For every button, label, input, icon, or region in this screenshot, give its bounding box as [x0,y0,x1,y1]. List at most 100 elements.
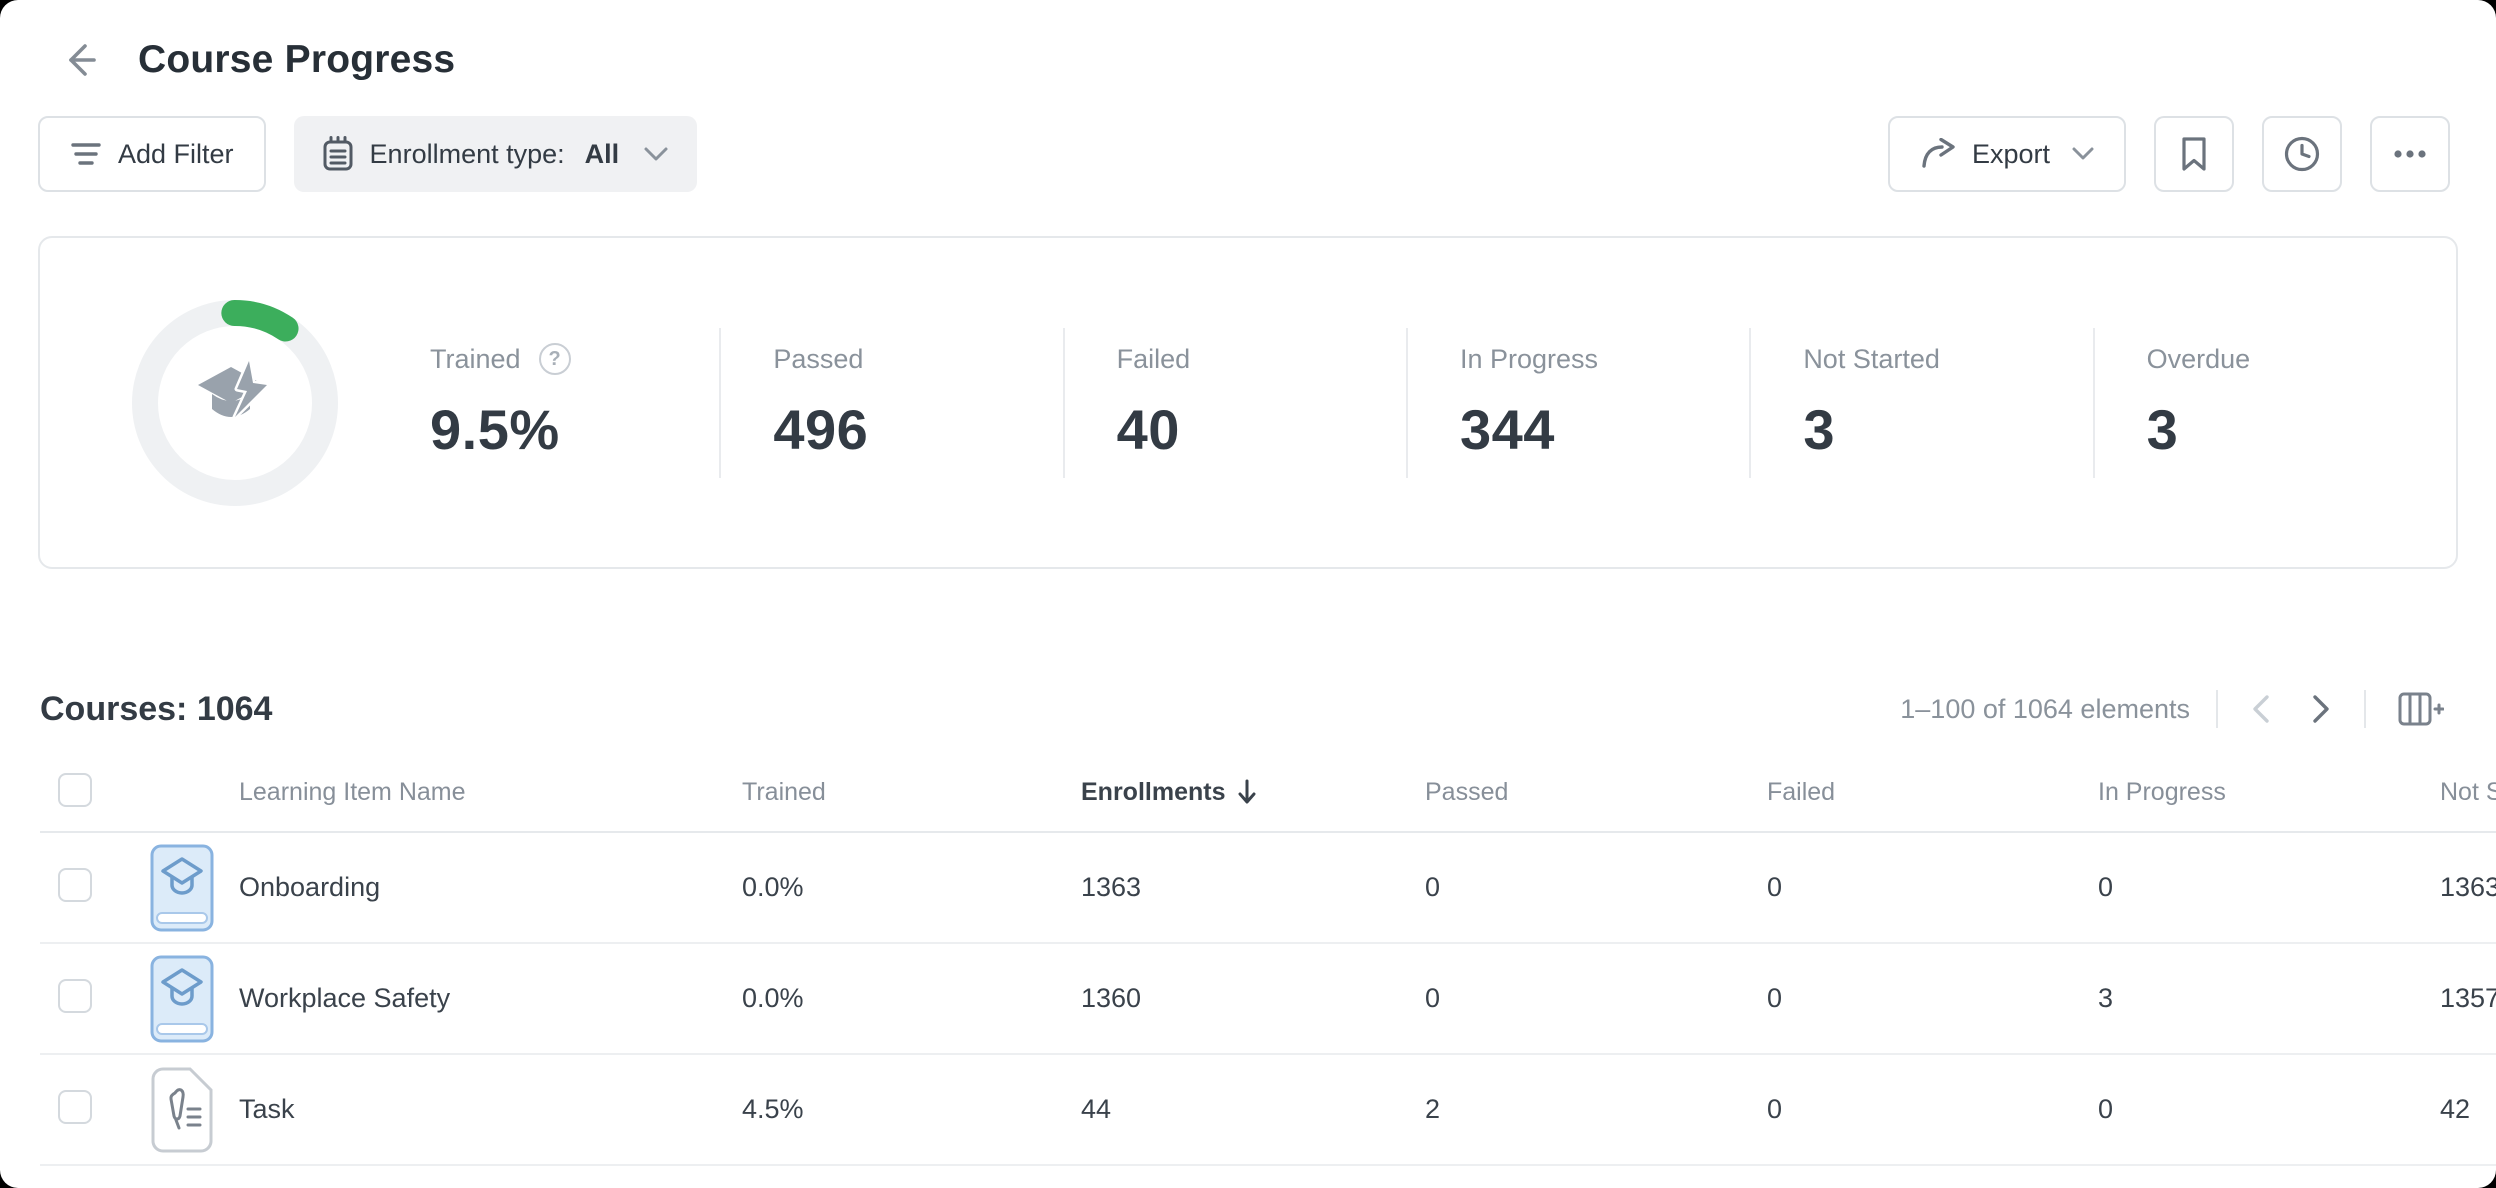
stat-not-started-value: 3 [1803,397,1835,461]
summary-card: Trained ? 9.5% Passed 496 Failed 40 In P… [38,236,2458,569]
chevron-down-icon [644,147,668,161]
cell-failed: 0 [1767,872,1783,902]
cell-enrollments: 1360 [1081,983,1142,1013]
column-header-enrollments-label: Enrollments [1081,777,1226,806]
cell-trained: 0.0% [742,872,804,902]
cell-not-started: 1363 [2440,872,2496,902]
more-actions-button[interactable] [2370,116,2450,192]
stat-trained-value: 9.5% [430,398,560,461]
table-header-row: Learning Item Name Trained Enrollments P… [40,753,2496,833]
pagination: 1–100 of 1064 elements [1900,686,2450,732]
trained-donut [40,299,430,506]
export-button[interactable]: Export [1887,116,2126,192]
cell-failed: 0 [1767,983,1783,1013]
sort-desc-icon [1238,779,1256,804]
stat-overdue: Overdue 3 [2092,327,2436,478]
add-filter-button[interactable]: Add Filter [38,116,266,192]
stat-in-progress-value: 344 [1459,397,1555,461]
column-header-passed[interactable]: Passed [1425,777,1509,806]
clock-icon [2284,136,2320,172]
cell-not-started: 42 [2440,1094,2471,1124]
summary-stats: Trained ? 9.5% Passed 496 Failed 40 In P… [430,238,2456,567]
stat-failed-label: Failed [1116,343,1191,374]
export-icon [1922,138,1955,168]
cell-passed: 0 [1425,983,1441,1013]
manage-columns-button[interactable] [2392,686,2450,732]
prev-page-button[interactable] [2244,687,2278,731]
divider [2364,690,2366,728]
stat-in-progress-label: In Progress [1459,343,1599,374]
toolbar-right-group: Export [1887,116,2450,192]
stat-overdue-label: Overdue [2146,343,2251,374]
stat-in-progress: In Progress 344 [1405,327,1749,478]
course-icon [150,844,214,931]
chevron-left-icon [2253,695,2269,723]
row-checkbox[interactable] [58,868,92,902]
page-header: Course Progress [0,0,2496,82]
table-row[interactable]: Workplace Safety 0.0% 1360 0 0 3 1357 [40,944,2496,1055]
cell-in-progress: 0 [2098,1094,2114,1124]
page-title: Course Progress [138,38,456,81]
courses-table: Learning Item Name Trained Enrollments P… [40,753,2496,1166]
cell-enrollments: 1363 [1081,872,1142,902]
schedule-button[interactable] [2262,116,2342,192]
column-header-enrollments[interactable]: Enrollments [1081,778,1425,807]
enrollment-type-label: Enrollment type: [369,138,565,169]
stat-failed: Failed 40 [1062,327,1406,478]
divider [2216,690,2218,728]
donut-chart [132,299,338,506]
bookmark-icon [2182,137,2206,171]
learning-item-name[interactable]: Workplace Safety [239,983,451,1013]
column-header-failed[interactable]: Failed [1767,777,1836,806]
filter-icon [71,143,101,165]
bookmark-button[interactable] [2154,116,2234,192]
course-icon [150,955,214,1042]
courses-count-title: Courses: 1064 [40,689,273,728]
cell-trained: 0.0% [742,983,804,1013]
column-header-in-progress[interactable]: In Progress [2098,777,2226,806]
chevron-right-icon [2313,695,2329,723]
column-header-not-started[interactable]: Not Started [2440,777,2496,806]
cell-not-started: 1357 [2440,983,2496,1013]
enrollment-type-filter-chip[interactable]: Enrollment type: All [293,116,698,192]
stat-not-started-label: Not Started [1803,343,1940,374]
stat-not-started: Not Started 3 [1749,327,2092,478]
cell-passed: 0 [1425,872,1441,902]
select-all-checkbox[interactable] [58,772,92,807]
stat-trained: Trained ? 9.5% [430,328,719,478]
row-checkbox[interactable] [58,1090,92,1124]
enrollment-type-value: All [584,138,620,169]
back-button[interactable] [58,38,102,82]
stat-passed-value: 496 [773,397,869,461]
help-icon[interactable]: ? [538,343,571,375]
column-header-name[interactable]: Learning Item Name [239,777,466,806]
cell-enrollments: 44 [1081,1094,1112,1124]
columns-plus-icon [2398,692,2444,726]
toolbar: Add Filter Enrollment type: All [38,116,2450,192]
enrollment-type-icon [323,136,353,171]
table-title-row: Courses: 1064 1–100 of 1064 elements [40,681,2450,737]
cell-in-progress: 3 [2098,983,2114,1013]
chevron-down-icon [2072,147,2094,160]
stat-failed-value: 40 [1116,397,1180,461]
pagination-range-text: 1–100 of 1064 elements [1900,693,2190,724]
stat-passed-label: Passed [773,343,864,374]
cell-trained: 4.5% [742,1094,804,1124]
task-icon [151,1067,213,1152]
add-filter-label: Add Filter [118,138,234,169]
learning-item-name[interactable]: Task [239,1094,295,1124]
table-row[interactable]: Task 4.5% 44 2 0 0 42 [40,1055,2496,1166]
export-label: Export [1971,138,2050,169]
cell-failed: 0 [1767,1094,1783,1124]
stat-overdue-value: 3 [2146,397,2179,461]
stat-passed: Passed 496 [719,327,1062,478]
row-checkbox[interactable] [58,979,92,1013]
ellipsis-icon [2394,150,2426,158]
next-page-button[interactable] [2304,687,2338,731]
column-header-trained[interactable]: Trained [742,777,826,806]
cell-in-progress: 0 [2098,872,2114,902]
learning-item-name[interactable]: Onboarding [239,872,381,902]
cell-passed: 2 [1425,1094,1441,1124]
table-row[interactable]: Onboarding 0.0% 1363 0 0 0 1363 [40,833,2496,944]
